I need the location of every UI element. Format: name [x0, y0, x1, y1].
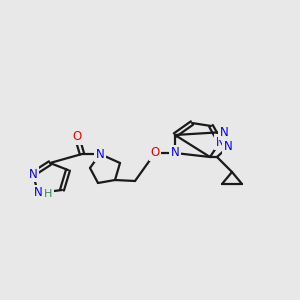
Text: N: N: [171, 146, 179, 160]
Text: N: N: [224, 140, 232, 154]
Text: O: O: [150, 146, 160, 160]
Text: N: N: [34, 187, 42, 200]
Text: O: O: [72, 130, 82, 143]
Text: N: N: [28, 167, 38, 181]
Text: N: N: [216, 136, 224, 148]
Text: N: N: [96, 148, 104, 160]
Text: N: N: [220, 125, 228, 139]
Text: H: H: [44, 189, 52, 199]
